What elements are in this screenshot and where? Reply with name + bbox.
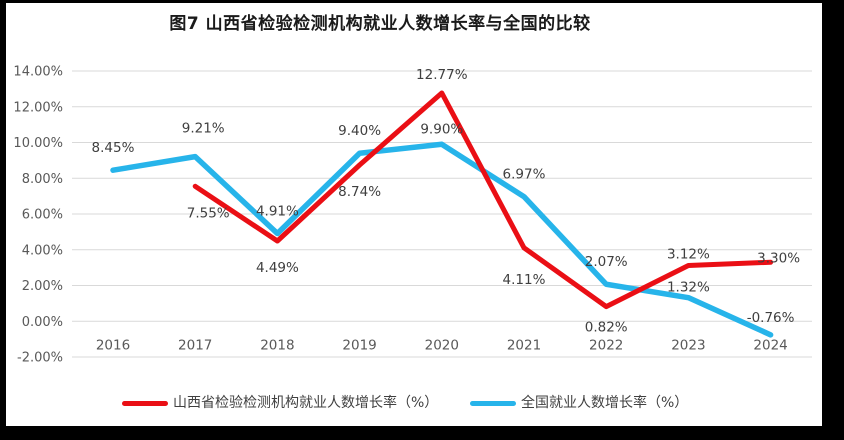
x-axis-tick-label: 2022 <box>589 338 623 354</box>
legend-label-national: 全国就业人数增长率（%） <box>521 395 689 411</box>
y-axis-tick-label: -2.00% <box>17 351 63 366</box>
data-label: 3.12% <box>667 246 710 262</box>
x-axis-tick-label: 2019 <box>342 338 376 354</box>
national-series-line <box>110 141 774 338</box>
x-axis-tick-label: 2024 <box>753 338 787 354</box>
data-label: 9.90% <box>420 121 463 137</box>
y-axis-tick-label: 6.00% <box>22 208 63 223</box>
data-label: 2.07% <box>585 254 628 270</box>
data-label: 4.49% <box>256 260 299 276</box>
data-label: 8.45% <box>92 140 135 156</box>
y-axis-tick-label: 4.00% <box>22 243 63 258</box>
data-label: 4.91% <box>256 203 299 219</box>
y-axis-tick-label: 12.00% <box>13 100 63 115</box>
x-axis-tick-label: 2020 <box>425 338 459 354</box>
y-axis-tick-label: 14.00% <box>13 65 63 80</box>
y-axis-tick-label: 8.00% <box>22 172 63 187</box>
y-axis-tick-label: 10.00% <box>13 136 63 151</box>
data-label: 3.30% <box>757 250 800 266</box>
shanxi-legend-line-swatch <box>122 400 168 406</box>
data-label: 6.97% <box>503 167 546 183</box>
data-label: 7.55% <box>187 205 230 221</box>
data-label: 9.40% <box>338 123 381 139</box>
data-label: 9.21% <box>182 121 225 137</box>
national-legend-line-swatch <box>470 400 516 406</box>
legend-label-shanxi: 山西省检验检测机构就业人数增长率（%） <box>173 395 439 411</box>
x-axis-tick-label: 2023 <box>671 338 705 354</box>
data-label: 4.11% <box>503 272 546 288</box>
x-axis-tick-label: 2017 <box>178 338 212 354</box>
x-axis-tick-label: 2018 <box>260 338 294 354</box>
data-label: 8.74% <box>338 184 381 200</box>
x-axis-tick-label: 2016 <box>96 338 130 354</box>
x-axis-tick-label: 2021 <box>507 338 541 354</box>
data-label: 12.77% <box>416 67 468 83</box>
y-axis-tick-label: 2.00% <box>22 279 63 294</box>
data-label: 1.32% <box>667 280 710 296</box>
data-label: 0.82% <box>585 320 628 336</box>
legend-item-national: 全国就业人数增长率（%） <box>470 394 688 412</box>
chart-title: 图7 山西省检验检测机构就业人数增长率与全国的比较 <box>169 14 591 34</box>
legend-item-shanxi: 山西省检验检测机构就业人数增长率（%） <box>122 394 438 412</box>
y-axis-tick-label: 0.00% <box>22 315 63 330</box>
data-label: -0.76% <box>747 310 795 326</box>
shanxi-series-line <box>192 90 774 310</box>
